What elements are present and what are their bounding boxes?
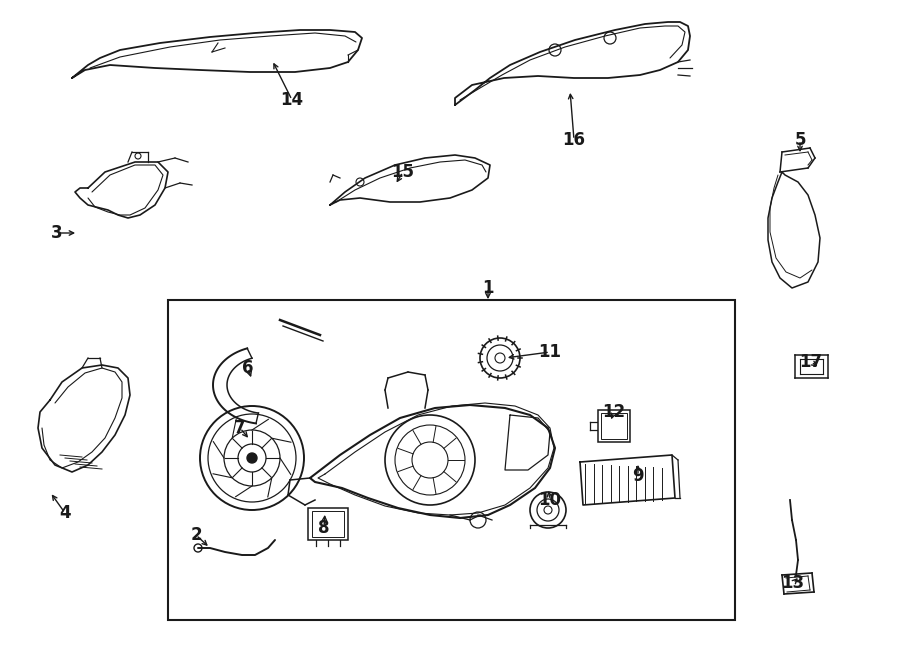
Text: 12: 12 — [602, 403, 626, 421]
Text: 8: 8 — [319, 519, 329, 537]
Text: 5: 5 — [794, 131, 806, 149]
Text: 3: 3 — [51, 224, 63, 242]
Text: 6: 6 — [242, 359, 254, 377]
Text: 13: 13 — [781, 574, 805, 592]
Text: 15: 15 — [392, 163, 415, 181]
Text: 10: 10 — [538, 491, 562, 509]
Text: 14: 14 — [281, 91, 303, 109]
Bar — [312, 511, 344, 537]
Text: 9: 9 — [632, 467, 644, 485]
Text: 17: 17 — [799, 353, 823, 371]
Bar — [598, 410, 630, 442]
Bar — [168, 300, 735, 620]
Bar — [601, 413, 627, 439]
Circle shape — [247, 453, 257, 463]
Text: 2: 2 — [190, 526, 202, 544]
Text: 16: 16 — [562, 131, 586, 149]
Text: 7: 7 — [234, 419, 246, 437]
Text: 11: 11 — [538, 343, 562, 361]
Text: 1: 1 — [482, 279, 494, 297]
Bar — [308, 508, 348, 540]
Text: 4: 4 — [59, 504, 71, 522]
